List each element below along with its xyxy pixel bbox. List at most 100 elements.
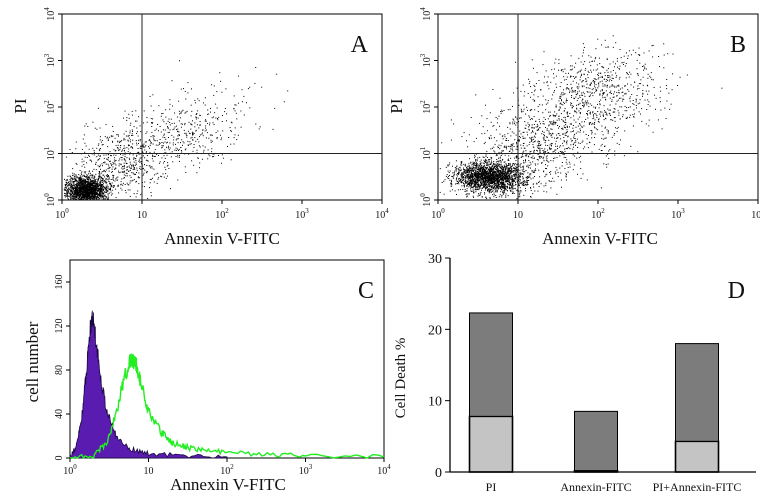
panel-a-event-dot bbox=[91, 175, 92, 176]
panel-b-event-dot bbox=[529, 177, 530, 178]
panel-a-event-dot bbox=[240, 111, 241, 112]
panel-a-event-dot bbox=[140, 148, 141, 149]
panel-a-event-dot bbox=[67, 193, 68, 194]
panel-b-event-dot bbox=[487, 182, 488, 183]
panel-b-event-dot bbox=[562, 143, 563, 144]
panel-b-event-dot bbox=[485, 181, 486, 182]
panel-b-event-dot bbox=[474, 174, 475, 175]
panel-b-event-dot bbox=[483, 174, 484, 175]
panel-b-event-dot bbox=[548, 140, 549, 141]
panel-a-event-dot bbox=[235, 134, 236, 135]
panel-b-event-dot bbox=[512, 181, 513, 182]
panel-b-event-dot bbox=[512, 164, 513, 165]
panel-b-event-dot bbox=[491, 122, 492, 123]
panel-a-event-dot bbox=[96, 129, 97, 130]
panel-a-event-dot bbox=[138, 161, 139, 162]
panel-b-event-dot bbox=[502, 167, 503, 168]
panel-a-event-dot bbox=[104, 191, 105, 192]
panel-b-event-dot bbox=[506, 148, 507, 149]
panel-b-event-dot bbox=[533, 183, 534, 184]
panel-b-event-dot bbox=[502, 174, 503, 175]
panel-b-event-dot bbox=[495, 185, 496, 186]
panel-b-event-dot bbox=[506, 193, 507, 194]
panel-a-event-dot bbox=[82, 186, 83, 187]
panel-b-event-dot bbox=[533, 172, 534, 173]
panel-b-event-dot bbox=[505, 181, 506, 182]
panel-a-plot-frame bbox=[62, 14, 382, 200]
panel-a-event-dot bbox=[88, 155, 89, 156]
panel-b-event-dot bbox=[460, 170, 461, 171]
panel-b-event-dot bbox=[506, 147, 507, 148]
panel-a-event-dot bbox=[94, 152, 95, 153]
panel-b-event-dot bbox=[553, 160, 554, 161]
panel-a-event-dot bbox=[129, 138, 130, 139]
panel-a-event-dot bbox=[132, 111, 133, 112]
panel-b-event-dot bbox=[485, 185, 486, 186]
panel-b-event-dot bbox=[514, 188, 515, 189]
panel-b-event-dot bbox=[502, 172, 503, 173]
panel-b-event-dot bbox=[486, 162, 487, 163]
panel-b-event-dot bbox=[484, 157, 485, 158]
panel-a-event-dot bbox=[68, 191, 69, 192]
panel-a-event-dot bbox=[123, 118, 124, 119]
panel-a-event-dot bbox=[176, 129, 177, 130]
panel-b-event-dot bbox=[509, 187, 510, 188]
panel-a-event-dot bbox=[177, 131, 178, 132]
panel-b-event-dot bbox=[492, 126, 493, 127]
panel-a-event-dot bbox=[211, 140, 212, 141]
panel-b-event-dot bbox=[449, 180, 450, 181]
panel-a-event-dot bbox=[192, 120, 193, 121]
panel-b-event-dot bbox=[494, 137, 495, 138]
panel-a-event-dot bbox=[103, 179, 104, 180]
panel-a-event-dot bbox=[95, 197, 96, 198]
panel-a-event-dot bbox=[130, 180, 131, 181]
panel-a-event-dot bbox=[101, 173, 102, 174]
panel-a-event-dot bbox=[101, 184, 102, 185]
panel-a-event-dot bbox=[120, 188, 121, 189]
panel-a-event-dot bbox=[105, 198, 106, 199]
panel-b-event-dot bbox=[475, 187, 476, 188]
panel-b-event-dot bbox=[478, 166, 479, 167]
panel-a-event-dot bbox=[139, 162, 140, 163]
panel-a-event-dot bbox=[109, 168, 110, 169]
panel-b-event-dot bbox=[566, 143, 567, 144]
panel-b-event-dot bbox=[539, 186, 540, 187]
panel-b-event-dot bbox=[509, 185, 510, 186]
panel-a-event-dot bbox=[158, 130, 159, 131]
panel-a-event-dot bbox=[77, 177, 78, 178]
panel-a-event-dot bbox=[106, 183, 107, 184]
panel-a-event-dot bbox=[86, 146, 87, 147]
panel-a-event-dot bbox=[172, 151, 173, 152]
panel-a-event-dot bbox=[112, 169, 113, 170]
panel-b-event-dot bbox=[492, 148, 493, 149]
panel-b-event-dot bbox=[487, 171, 488, 172]
panel-a-event-dot bbox=[151, 122, 152, 123]
panel-b-event-dot bbox=[466, 186, 467, 187]
panel-a-event-dot bbox=[216, 91, 217, 92]
panel-b-event-dot bbox=[494, 193, 495, 194]
panel-a-event-dot bbox=[100, 156, 101, 157]
panel-a-event-dot bbox=[91, 161, 92, 162]
panel-a-event-dot bbox=[115, 168, 116, 169]
panel-a-event-dot bbox=[179, 161, 180, 162]
panel-a-event-dot bbox=[108, 157, 109, 158]
panel-a-event-dot bbox=[151, 126, 152, 127]
panel-b-event-dot bbox=[526, 125, 527, 126]
panel-a-event-dot bbox=[169, 99, 170, 100]
panel-b-event-dot bbox=[449, 175, 450, 176]
panel-a-event-dot bbox=[236, 139, 237, 140]
panel-a-event-dot bbox=[166, 142, 167, 143]
panel-a-event-dot bbox=[88, 192, 89, 193]
panel-b-event-dot bbox=[503, 150, 504, 151]
panel-a-event-dot bbox=[129, 167, 130, 168]
panel-b-event-dot bbox=[522, 176, 523, 177]
panel-a-event-dot bbox=[94, 190, 95, 191]
panel-a-event-dot bbox=[128, 136, 129, 137]
panel-a-event-dot bbox=[221, 139, 222, 140]
panel-a-event-dot bbox=[92, 196, 93, 197]
panel-b-event-dot bbox=[484, 184, 485, 185]
panel-b-event-dot bbox=[538, 154, 539, 155]
panel-b-event-dot bbox=[488, 189, 489, 190]
panel-a-event-dot bbox=[80, 188, 81, 189]
panel-b-event-dot bbox=[470, 188, 471, 189]
